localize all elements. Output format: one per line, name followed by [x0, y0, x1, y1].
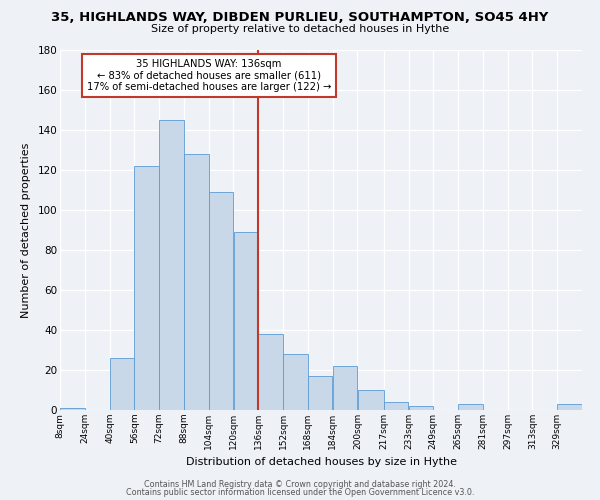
X-axis label: Distribution of detached houses by size in Hythe: Distribution of detached houses by size … — [185, 458, 457, 468]
Bar — [184, 154, 209, 410]
Bar — [209, 192, 233, 410]
Bar — [134, 166, 159, 410]
Bar — [110, 358, 134, 410]
Bar — [233, 232, 258, 410]
Bar — [259, 334, 283, 410]
Text: Size of property relative to detached houses in Hythe: Size of property relative to detached ho… — [151, 24, 449, 34]
Text: 35 HIGHLANDS WAY: 136sqm
← 83% of detached houses are smaller (611)
17% of semi-: 35 HIGHLANDS WAY: 136sqm ← 83% of detach… — [86, 59, 331, 92]
Bar — [557, 404, 582, 410]
Text: 35, HIGHLANDS WAY, DIBDEN PURLIEU, SOUTHAMPTON, SO45 4HY: 35, HIGHLANDS WAY, DIBDEN PURLIEU, SOUTH… — [52, 11, 548, 24]
Bar — [458, 404, 483, 410]
Text: Contains HM Land Registry data © Crown copyright and database right 2024.: Contains HM Land Registry data © Crown c… — [144, 480, 456, 489]
Bar — [159, 120, 184, 410]
Text: Contains public sector information licensed under the Open Government Licence v3: Contains public sector information licen… — [126, 488, 474, 497]
Bar — [308, 376, 332, 410]
Bar — [60, 408, 85, 410]
Bar — [409, 406, 433, 410]
Bar — [283, 354, 308, 410]
Bar — [358, 390, 383, 410]
Bar — [333, 366, 357, 410]
Y-axis label: Number of detached properties: Number of detached properties — [20, 142, 31, 318]
Bar — [384, 402, 409, 410]
